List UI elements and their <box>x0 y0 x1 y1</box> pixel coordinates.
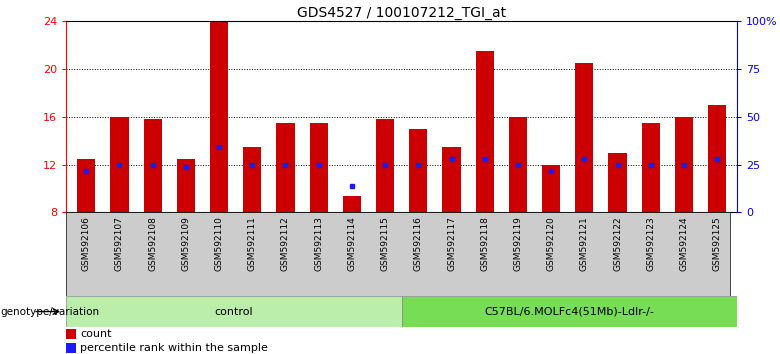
Text: GSM592125: GSM592125 <box>713 217 722 271</box>
Bar <box>210 22 229 212</box>
Text: count: count <box>80 329 112 338</box>
Bar <box>675 117 693 212</box>
Bar <box>708 105 726 212</box>
Bar <box>66 343 76 353</box>
Text: GSM592124: GSM592124 <box>679 217 689 271</box>
Bar <box>243 147 261 212</box>
Text: GSM592107: GSM592107 <box>115 217 124 272</box>
Text: GSM592123: GSM592123 <box>647 217 655 271</box>
Bar <box>342 196 361 212</box>
Text: GSM592115: GSM592115 <box>381 217 389 272</box>
Bar <box>276 123 295 212</box>
Bar <box>66 329 76 338</box>
Bar <box>476 51 494 212</box>
Bar <box>642 123 660 212</box>
Bar <box>66 296 402 327</box>
Text: GSM592120: GSM592120 <box>547 217 555 271</box>
Text: GSM592118: GSM592118 <box>480 217 489 272</box>
Text: GSM592117: GSM592117 <box>447 217 456 272</box>
Bar <box>410 129 427 212</box>
Text: GSM592114: GSM592114 <box>347 217 356 271</box>
Bar <box>110 117 129 212</box>
Text: GSM592119: GSM592119 <box>513 217 523 272</box>
Title: GDS4527 / 100107212_TGI_at: GDS4527 / 100107212_TGI_at <box>297 6 506 20</box>
Text: GSM592121: GSM592121 <box>580 217 589 271</box>
Bar <box>542 165 560 212</box>
Text: GSM592122: GSM592122 <box>613 217 622 271</box>
Bar <box>177 159 195 212</box>
Bar <box>144 119 161 212</box>
Bar <box>402 296 737 327</box>
Text: GSM592109: GSM592109 <box>181 217 190 272</box>
Bar <box>509 117 527 212</box>
Bar <box>442 147 461 212</box>
Bar <box>77 159 95 212</box>
Text: C57BL/6.MOLFc4(51Mb)-Ldlr-/-: C57BL/6.MOLFc4(51Mb)-Ldlr-/- <box>484 307 654 316</box>
Text: GSM592110: GSM592110 <box>215 217 224 272</box>
Text: genotype/variation: genotype/variation <box>0 307 99 316</box>
Bar <box>608 153 626 212</box>
Text: GSM592106: GSM592106 <box>82 217 90 272</box>
Text: control: control <box>215 307 254 316</box>
Text: GSM592111: GSM592111 <box>248 217 257 272</box>
Bar <box>310 123 328 212</box>
Text: GSM592112: GSM592112 <box>281 217 290 271</box>
Text: percentile rank within the sample: percentile rank within the sample <box>80 343 268 353</box>
Bar <box>575 63 594 212</box>
Text: GSM592116: GSM592116 <box>414 217 423 272</box>
Text: GSM592113: GSM592113 <box>314 217 323 272</box>
Bar <box>376 119 394 212</box>
Text: GSM592108: GSM592108 <box>148 217 157 272</box>
